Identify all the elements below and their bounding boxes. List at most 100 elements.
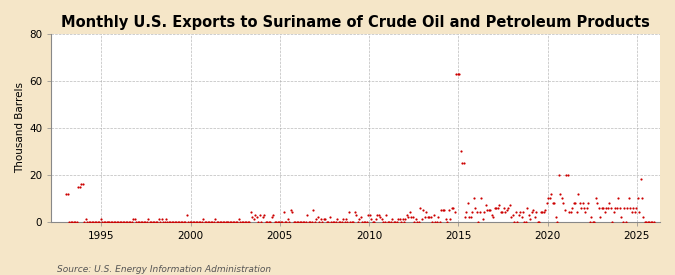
Point [585,219,595,224]
Point [434,219,445,224]
Point [433,215,443,219]
Point [105,219,116,224]
Point [373,213,384,217]
Point [78,182,88,186]
Point [165,219,176,224]
Point [61,191,72,196]
Point [389,219,400,224]
Point [561,173,572,177]
Point [169,219,180,224]
Point [277,219,288,224]
Point [414,219,425,224]
Point [279,219,290,224]
Point [161,217,171,222]
Point [174,219,185,224]
Point [485,208,495,212]
Point [262,219,273,224]
Point [202,219,213,224]
Point [104,219,115,224]
Point [234,217,244,222]
Point [504,203,515,208]
Point [142,217,153,222]
Point [612,205,622,210]
Point [580,210,591,214]
Point [83,219,94,224]
Point [525,217,536,222]
Point [494,203,505,208]
Point [113,219,124,224]
Point [497,210,508,214]
Point [140,219,151,224]
Point [467,210,478,214]
Point [458,161,469,165]
Point [171,219,182,224]
Point [151,219,161,224]
Point [341,217,352,222]
Point [214,219,225,224]
Point [637,196,647,200]
Point [560,208,570,212]
Point [189,219,200,224]
Point [192,219,202,224]
Point [617,219,628,224]
Point [402,213,412,217]
Point [158,219,169,224]
Point [70,219,81,224]
Point [111,219,122,224]
Point [73,184,84,189]
Point [524,213,535,217]
Point [522,205,533,210]
Point [632,196,643,200]
Point [320,217,331,222]
Point [147,219,158,224]
Point [647,219,658,224]
Point [643,219,653,224]
Point [376,217,387,222]
Point [597,205,608,210]
Point [178,219,189,224]
Point [408,215,418,219]
Point [622,205,632,210]
Point [284,219,295,224]
Point [82,219,92,224]
Point [281,219,292,224]
Point [333,219,344,224]
Point [571,210,582,214]
Point [250,213,261,217]
Point [248,217,259,222]
Point [461,210,472,214]
Point [583,201,594,205]
Point [193,219,204,224]
Point [367,219,378,224]
Point [572,191,583,196]
Point [177,219,188,224]
Point [356,215,367,219]
Point [176,219,186,224]
Point [492,205,503,210]
Point [383,219,394,224]
Point [495,210,506,214]
Point [427,219,437,224]
Point [317,219,327,224]
Point [539,210,549,214]
Point [550,215,561,219]
Point [418,208,429,212]
Point [537,210,547,214]
Point [74,184,85,189]
Point [565,210,576,214]
Point [605,205,616,210]
Point [552,219,563,224]
Point [235,219,246,224]
Point [227,219,238,224]
Point [226,219,237,224]
Point [540,208,551,212]
Point [293,219,304,224]
Point [629,210,640,214]
Point [372,213,383,217]
Point [196,219,207,224]
Point [549,201,560,205]
Point [327,219,338,224]
Point [574,201,585,205]
Point [98,219,109,224]
Point [607,219,618,224]
